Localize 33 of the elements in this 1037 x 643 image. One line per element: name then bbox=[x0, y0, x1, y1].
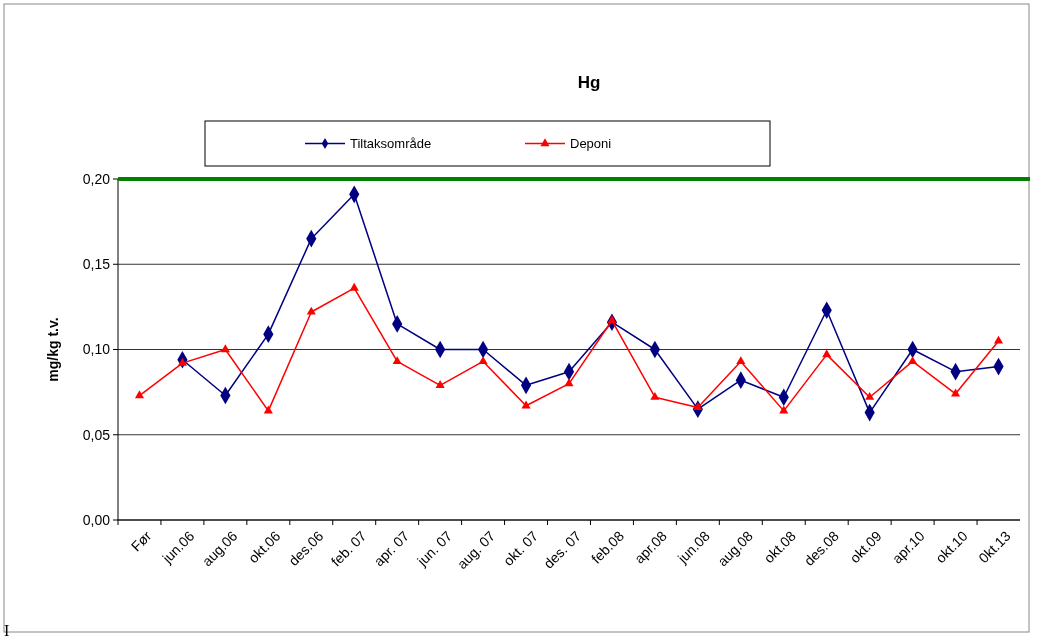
point bbox=[306, 306, 316, 315]
x-tick-label: des. 07 bbox=[540, 527, 585, 572]
point bbox=[435, 380, 445, 388]
point bbox=[993, 335, 1004, 344]
y-tick-label: 0,15 bbox=[82, 256, 111, 273]
point bbox=[134, 390, 145, 399]
y-axis-title: mg/kg t.v. bbox=[45, 317, 61, 382]
chart-title: Hg bbox=[577, 73, 601, 92]
point bbox=[779, 405, 789, 414]
x-tick-label: okt. 07 bbox=[500, 527, 542, 569]
point bbox=[865, 391, 875, 400]
point bbox=[478, 356, 488, 365]
point bbox=[392, 356, 402, 365]
legend-label: Deponi bbox=[570, 136, 612, 152]
y-tick-label: 0,00 bbox=[82, 511, 111, 528]
y-tick-label: 0,20 bbox=[82, 170, 111, 187]
point bbox=[908, 356, 918, 365]
point bbox=[736, 356, 746, 365]
x-tick-label: feb. 07 bbox=[327, 527, 370, 570]
y-tick-label: 0,10 bbox=[82, 341, 111, 358]
y-tick-label: 0,05 bbox=[82, 426, 111, 443]
point bbox=[822, 349, 832, 358]
legend-label: Tiltaksområde bbox=[350, 136, 432, 152]
text: I bbox=[4, 622, 10, 639]
x-tick-label: jun. 07 bbox=[413, 527, 456, 570]
point bbox=[263, 405, 273, 414]
x-tick-label: aug. 07 bbox=[453, 527, 499, 573]
point bbox=[564, 378, 574, 387]
point bbox=[220, 344, 230, 353]
x-tick-label: apr. 07 bbox=[370, 527, 413, 570]
point bbox=[650, 391, 660, 400]
point bbox=[349, 282, 359, 291]
x-tick-label: Før bbox=[127, 527, 155, 555]
